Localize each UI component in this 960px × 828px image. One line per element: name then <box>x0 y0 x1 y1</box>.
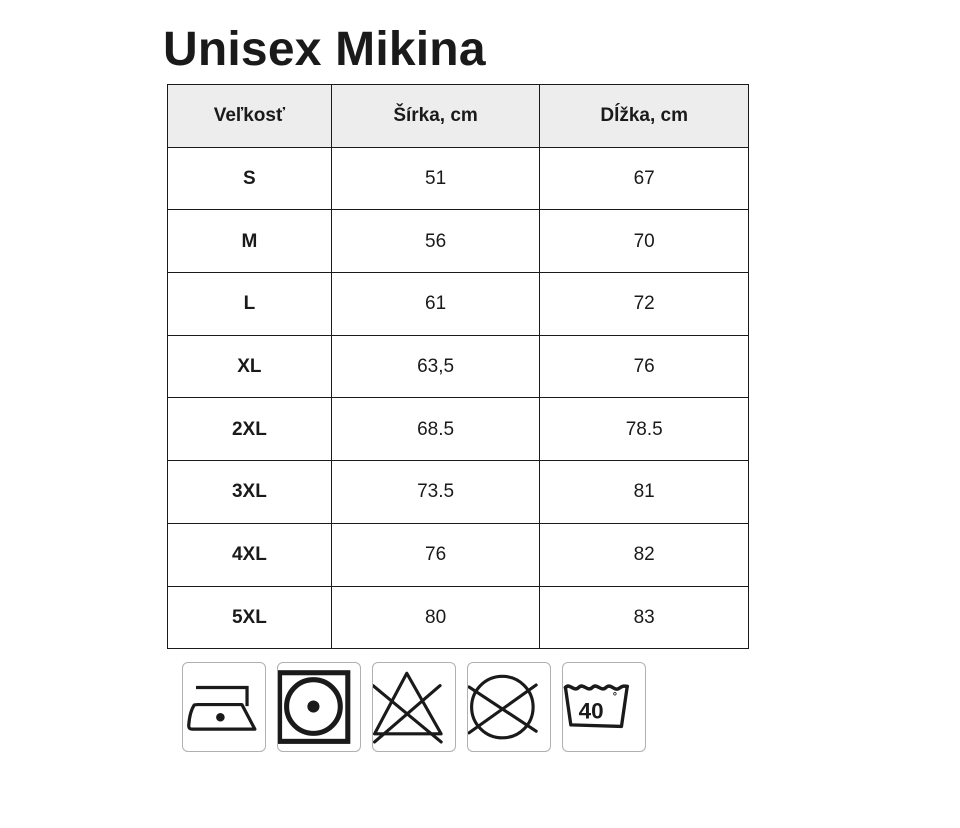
svg-text:40: 40 <box>579 699 604 724</box>
svg-text:°: ° <box>613 691 617 703</box>
